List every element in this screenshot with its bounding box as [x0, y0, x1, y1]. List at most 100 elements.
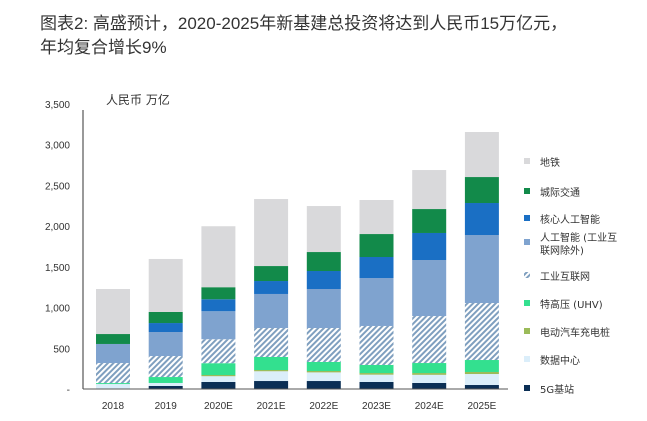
x-tick-label: 2025E — [467, 401, 496, 412]
x-tick-label: 2019 — [155, 401, 178, 412]
bar-segment-5g-base-station-2019 — [148, 385, 183, 389]
bar-segment-industrial-internet-2019 — [148, 356, 183, 378]
y-tick-label: 1,000 — [45, 304, 70, 315]
bar-segment-industrial-internet-2022e — [306, 328, 341, 362]
legend-item-uhv: 特高压 (UHV) — [524, 298, 603, 311]
bar-segment-uhv-2023e — [359, 364, 394, 374]
legend-item-data-center: 数据中心 — [524, 354, 580, 367]
bar-segment-ai-ex-industrial-2024e — [412, 260, 447, 317]
bar-segment-intercity-transport-2023e — [359, 234, 394, 258]
y-tick-label: - — [67, 385, 70, 396]
bar-segment-ai-ex-industrial-2018 — [96, 343, 130, 364]
legend-swatch — [524, 215, 530, 221]
legend-swatch — [524, 300, 530, 306]
bar-segment-industrial-internet-2020e — [201, 339, 236, 364]
bar-segment-intercity-transport-2024e — [412, 209, 447, 233]
legend-label: 5G基站 — [540, 383, 574, 396]
bar-segment-uhv-2020e — [201, 363, 236, 375]
bar-segment-ai-ex-industrial-2023e — [359, 278, 394, 326]
bar-segment-intercity-transport-2020e — [201, 287, 236, 300]
bar-segment-data-center-2021e — [254, 371, 289, 382]
bar-segment-data-center-2023e — [359, 374, 394, 382]
legend-swatch — [524, 188, 530, 194]
bar-segment-industrial-internet-2023e — [359, 325, 394, 365]
bar-segment-core-ai-2025e — [464, 203, 499, 236]
bar-segment-subway-2021e — [254, 199, 289, 267]
bar-segment-ev-charging-2024e — [412, 373, 447, 375]
legend-label: 电动汽车充电桩 — [540, 326, 610, 339]
legend-item-core-ai: 核心人工智能 — [524, 213, 600, 226]
bar-segment-subway-2019 — [148, 258, 183, 312]
legend-label: 工业互联网 — [540, 271, 590, 283]
legend-label: 城际交通 — [540, 186, 580, 199]
bar-segment-intercity-transport-2019 — [148, 311, 183, 324]
legend-item-5g-base-station: 5G基站 — [524, 383, 574, 396]
unit-label: 人民币 万亿 — [106, 92, 170, 107]
bar-segment-uhv-2021e — [254, 356, 289, 371]
bar-segment-data-center-2020e — [201, 376, 236, 382]
bar-segment-ai-ex-industrial-2025e — [464, 235, 499, 304]
y-tick-label: 3,500 — [45, 100, 70, 111]
bar-segment-core-ai-2020e — [201, 299, 236, 312]
legend-item-subway: 地铁 — [524, 156, 560, 169]
bar-segment-subway-2020e — [201, 226, 236, 288]
chart-title-line-1: 图表2: 高盛预计，2020-2025年新基建总投资将达到人民币15万亿元， — [40, 14, 568, 33]
bar-segment-5g-base-station-2021e — [254, 381, 289, 389]
bar-segment-uhv-2018 — [96, 383, 130, 385]
x-tick-label: 2023E — [362, 401, 391, 412]
legend-item-ev-charging: 电动汽车充电桩 — [524, 326, 610, 339]
bar-segment-data-center-2018 — [96, 384, 130, 389]
legend-swatch — [524, 385, 530, 391]
bar-segment-5g-base-station-2020e — [201, 381, 236, 389]
bar-stack-2020e — [201, 226, 236, 389]
bar-segment-ai-ex-industrial-2021e — [254, 293, 289, 329]
bar-segment-data-center-2024e — [412, 374, 447, 383]
legend-label: 地铁 — [540, 156, 560, 169]
bar-segment-uhv-2019 — [148, 377, 183, 383]
bars-layer — [96, 132, 499, 389]
bar-segment-ev-charging-2025e — [464, 371, 499, 375]
legend-swatch — [524, 239, 530, 245]
bar-segment-intercity-transport-2025e — [464, 177, 499, 204]
bar-stack-2021e — [254, 199, 289, 389]
x-tick-label: 2022E — [309, 401, 338, 412]
legend-label: 数据中心 — [540, 354, 580, 367]
bar-segment-subway-2025e — [464, 132, 499, 178]
bar-segment-core-ai-2024e — [412, 232, 447, 261]
bar-stack-2019 — [148, 258, 183, 389]
bar-segment-industrial-internet-2021e — [254, 328, 289, 357]
bar-segment-data-center-2025e — [464, 374, 499, 386]
bar-segment-uhv-2022e — [306, 361, 341, 372]
legend-swatch — [524, 356, 530, 362]
y-tick-label: 2,500 — [45, 181, 70, 192]
bar-stack-2018 — [96, 289, 130, 389]
y-tick-label: 2,000 — [45, 222, 70, 233]
y-tick-label: 1,500 — [45, 263, 70, 274]
bar-segment-intercity-transport-2022e — [306, 252, 341, 272]
y-tick-label: 500 — [53, 344, 70, 355]
bar-segment-uhv-2024e — [412, 363, 447, 374]
chart-title-line-2: 年均复合增长9% — [40, 38, 167, 57]
bar-stack-2025e — [464, 132, 499, 389]
legend-item-intercity-transport: 城际交通 — [524, 186, 580, 199]
bar-segment-core-ai-2021e — [254, 281, 289, 294]
x-tick-label: 2024E — [415, 401, 444, 412]
bar-segment-ai-ex-industrial-2022e — [306, 289, 341, 329]
x-tick-label: 2021E — [257, 401, 286, 412]
axes-layer: 2018 2019 2020E 2021E 2022E 2023E 2024E 2025E - 5… — [45, 92, 508, 412]
y-tick-label: 3,000 — [45, 141, 70, 152]
legend-swatch — [524, 158, 530, 164]
bar-segment-ev-charging-2022e — [306, 371, 341, 373]
bar-segment-subway-2022e — [306, 206, 341, 253]
x-tick-label: 2020E — [204, 401, 233, 412]
bar-segment-industrial-internet-2025e — [464, 303, 499, 361]
bar-segment-ev-charging-2023e — [359, 373, 394, 375]
bar-segment-industrial-internet-2018 — [96, 363, 130, 384]
bar-segment-core-ai-2023e — [359, 257, 394, 279]
bar-segment-ev-charging-2021e — [254, 370, 289, 372]
bar-segment-5g-base-station-2023e — [359, 381, 394, 389]
bar-stack-2024e — [412, 170, 447, 389]
bar-stack-2022e — [306, 206, 341, 389]
